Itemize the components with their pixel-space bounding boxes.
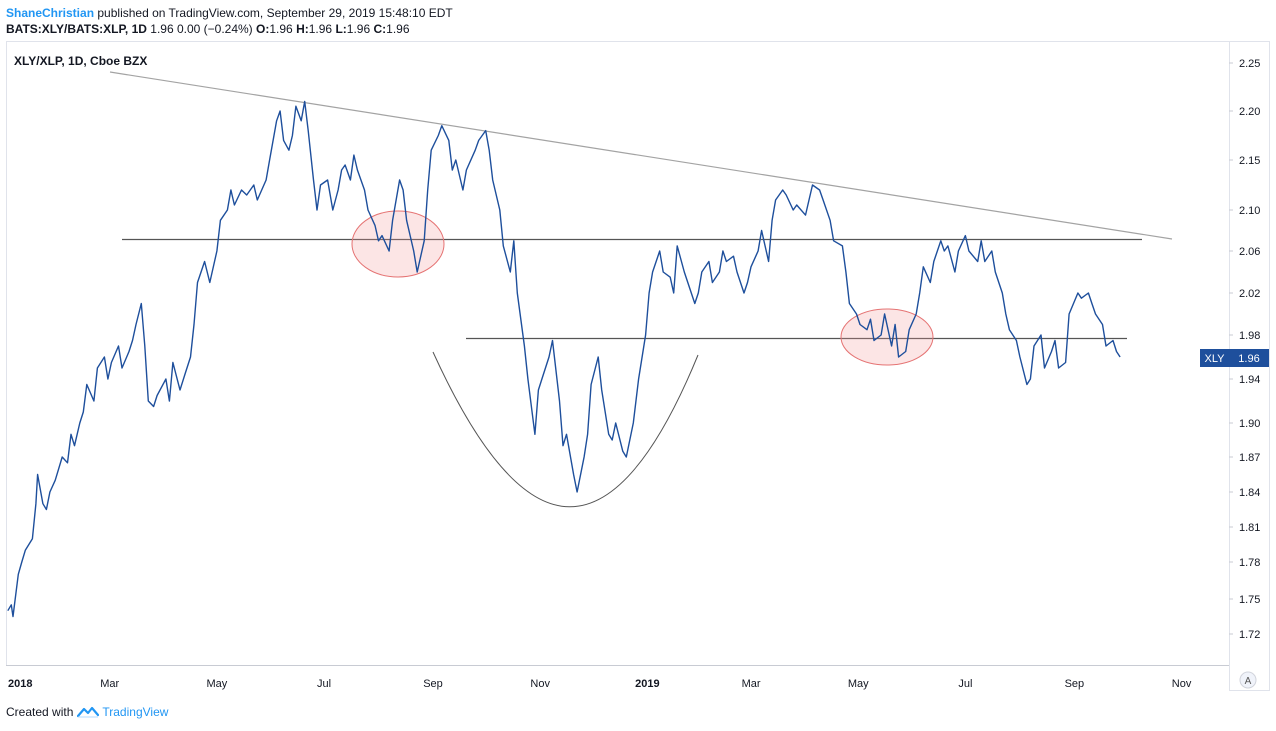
y-tick-label: 2.06 — [1239, 246, 1260, 258]
highlight-ellipse-2018[interactable] — [351, 210, 445, 278]
close-key: C: — [373, 22, 387, 36]
symbol-text: BATS:XLY/BATS:XLP, 1D — [6, 22, 147, 36]
symbol-line: BATS:XLY/BATS:XLP, 1D 1.96 0.00 (−0.24%)… — [6, 21, 453, 37]
last-price-symbol: XLY — [1205, 353, 1226, 365]
low-key: L: — [335, 22, 347, 36]
y-tick-label: 1.72 — [1239, 629, 1260, 641]
x-tick-label: 2019 — [635, 678, 659, 690]
x-tick-label: Jul — [958, 678, 972, 690]
scale-mode-label: A — [1245, 676, 1252, 687]
open-key: O: — [256, 22, 270, 36]
y-tick-label: 1.94 — [1239, 374, 1260, 386]
highlight-ellipse-2019[interactable] — [840, 308, 934, 366]
chart-title: XLY/XLP, 1D, Cboe BZX — [14, 54, 147, 68]
x-tick-label: May — [206, 678, 227, 690]
ohlc-values: O:1.96 H:1.96 L:1.96 C:1.96 — [256, 22, 409, 36]
x-tick-label: 2018 — [8, 678, 32, 690]
footer: Created with TradingView — [6, 705, 168, 719]
publish-line: ShaneChristian published on TradingView.… — [6, 5, 453, 21]
y-tick-label: 1.75 — [1239, 594, 1260, 606]
publish-info: published on TradingView.com, September … — [97, 6, 453, 20]
annotations — [109, 71, 1173, 508]
y-tick-label: 1.87 — [1239, 452, 1260, 464]
created-with-text: Created with — [6, 705, 74, 719]
y-tick-label: 2.02 — [1239, 288, 1260, 300]
y-tick-label: 2.20 — [1239, 106, 1260, 118]
x-tick-label: Nov — [1172, 678, 1192, 690]
author-link[interactable]: ShaneChristian — [6, 6, 95, 20]
x-tick-label: Jul — [317, 678, 331, 690]
tradingview-brand: TradingView — [102, 705, 169, 719]
price-axis[interactable]: 2.25 2.20 2.15 2.10 2.06 2.02 1.98 1.94 1.90 1.87… — [1229, 58, 1260, 641]
y-tick-label: 1.98 — [1239, 330, 1260, 342]
y-tick-label: 1.84 — [1239, 487, 1260, 499]
y-tick-label: 1.78 — [1239, 557, 1260, 569]
high-value: 1.96 — [308, 22, 333, 36]
tradingview-link[interactable]: TradingView — [77, 705, 168, 719]
last-price-value: 1.96 — [1238, 353, 1259, 365]
time-axis[interactable]: 2018 Mar May Jul Sep Nov 2019 Mar May Jul Sep Nov — [8, 678, 1192, 690]
high-key: H: — [296, 22, 309, 36]
plot-area-border — [6, 41, 1230, 666]
close-value: 1.96 — [386, 22, 410, 36]
last-price-symbol-box — [1200, 349, 1229, 367]
descending-trendline[interactable] — [109, 71, 1173, 240]
tradingview-logo-icon — [77, 706, 100, 718]
x-tick-label: Mar — [100, 678, 119, 690]
low-value: 1.96 — [346, 22, 371, 36]
price-change: 1.96 0.00 (−0.24%) — [150, 22, 253, 36]
y-tick-label: 1.81 — [1239, 522, 1260, 534]
y-tick-label: 2.15 — [1239, 155, 1260, 167]
rounded-bottom-arc[interactable] — [432, 351, 699, 508]
last-price-label: XLY 1.96 — [1200, 349, 1269, 367]
x-tick-label: Nov — [530, 678, 550, 690]
x-tick-label: May — [848, 678, 869, 690]
scale-mode-button[interactable]: A — [1239, 671, 1257, 689]
x-tick-label: Sep — [423, 678, 443, 690]
series-line[interactable] — [7, 100, 1121, 618]
x-tick-label: Mar — [742, 678, 761, 690]
y-tick-label: 2.25 — [1239, 58, 1260, 70]
x-tick-label: Sep — [1065, 678, 1085, 690]
open-value: 1.96 — [269, 22, 293, 36]
y-tick-label: 1.90 — [1239, 418, 1260, 430]
y-tick-label: 2.10 — [1239, 205, 1260, 217]
last-price-value-box — [1229, 349, 1269, 367]
chart-header: ShaneChristian published on TradingView.… — [6, 5, 453, 37]
